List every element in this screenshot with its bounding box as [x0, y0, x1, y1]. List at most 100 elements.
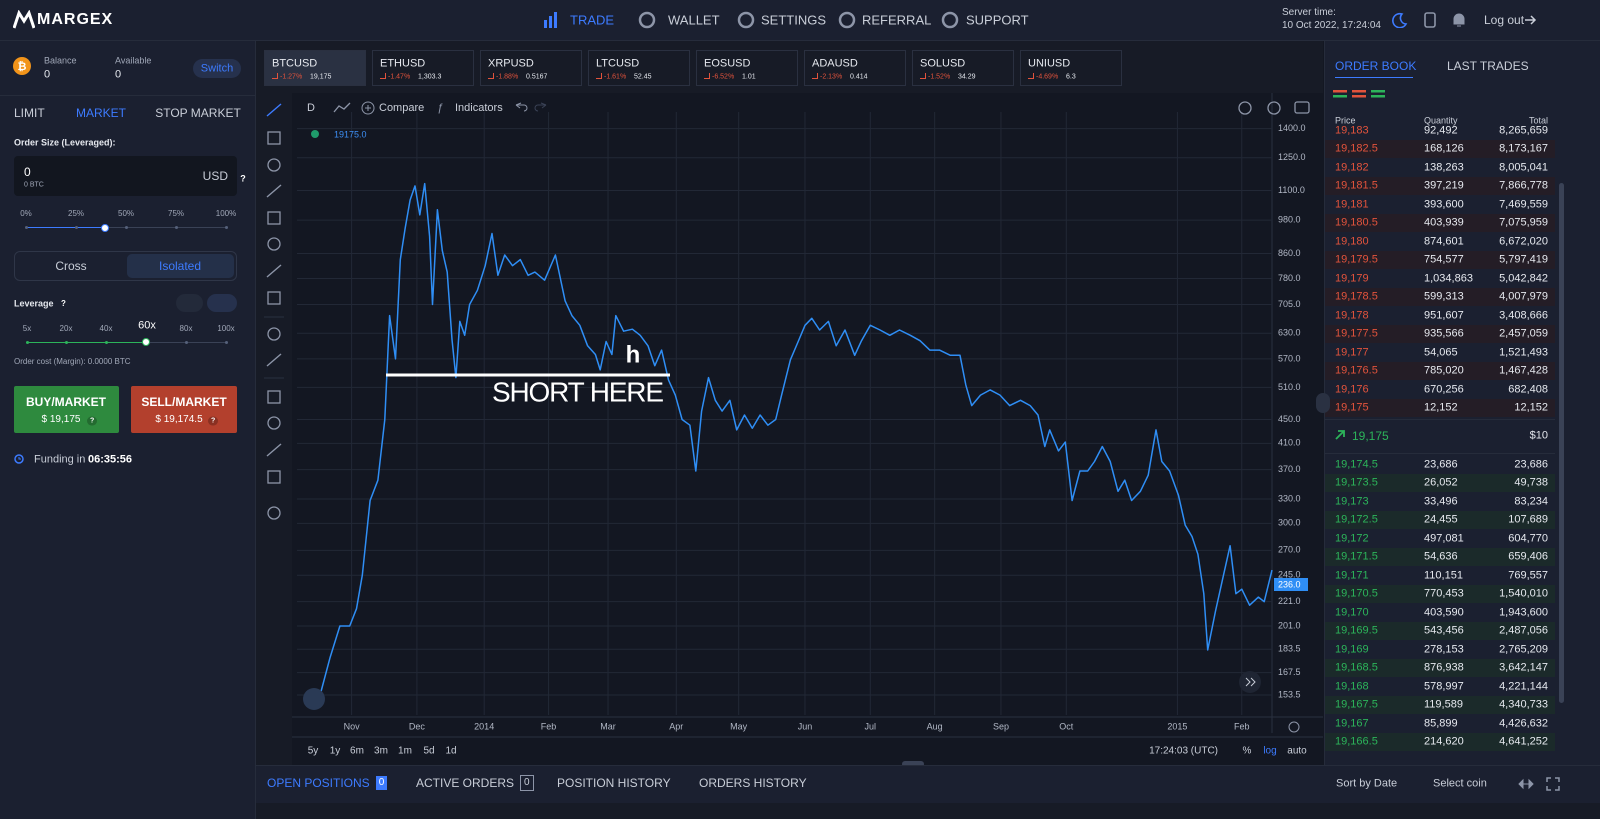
ticker-card[interactable]: UNIUSD -4.69% 6.3 — [1020, 50, 1122, 86]
book-price[interactable]: 19,178.5 — [1335, 290, 1378, 303]
book-total[interactable]: 4,007,979 — [1499, 290, 1548, 303]
book-total[interactable]: 1,521,493 — [1499, 346, 1548, 359]
ticker-symbol[interactable]: SOLUSD — [920, 57, 966, 70]
book-total[interactable]: 5,042,842 — [1499, 272, 1548, 285]
book-quantity[interactable]: 876,938 — [1424, 661, 1464, 674]
ticker-price[interactable]: 1.01 — [742, 73, 756, 81]
book-price[interactable]: 19,167.5 — [1335, 698, 1378, 711]
book-quantity[interactable]: 770,453 — [1424, 587, 1464, 600]
book-price[interactable]: 19,175 — [1335, 401, 1369, 414]
book-total[interactable]: 3,642,147 — [1499, 661, 1548, 674]
percent-tick[interactable]: 25% — [67, 209, 85, 218]
leverage-tick[interactable]: 20x — [59, 324, 73, 333]
book-total[interactable]: 1,467,428 — [1499, 364, 1548, 377]
book-total[interactable]: 8,005,041 — [1499, 161, 1548, 174]
percent-tick[interactable]: 75% — [167, 209, 185, 218]
ticker-symbol[interactable]: BTCUSD — [272, 57, 318, 70]
book-price[interactable]: 19,173 — [1335, 495, 1369, 508]
nav-item[interactable]: SUPPORT — [966, 12, 1029, 28]
book-price[interactable]: 19,170.5 — [1335, 587, 1378, 600]
help-icon[interactable]: ? — [208, 416, 219, 426]
book-total[interactable]: 1,540,010 — [1499, 587, 1548, 600]
order-book-tab[interactable]: LAST TRADES — [1447, 59, 1529, 73]
book-price[interactable]: 19,172.5 — [1335, 513, 1378, 526]
book-total[interactable]: 2,765,209 — [1499, 643, 1548, 656]
ticker-symbol[interactable]: LTCUSD — [596, 57, 640, 70]
book-total[interactable]: 682,408 — [1508, 383, 1548, 396]
ticker-symbol[interactable]: UNIUSD — [1028, 57, 1071, 70]
ticker-symbol[interactable]: ETHUSD — [380, 57, 426, 70]
book-quantity[interactable]: 214,620 — [1424, 735, 1464, 748]
bottom-tab[interactable]: ORDERS HISTORY — [699, 776, 807, 790]
ticker-card[interactable]: XRPUSD -1.88% 0.5167 — [480, 50, 582, 86]
ticker-card[interactable]: EOSUSD -6.52% 1.01 — [696, 50, 798, 86]
edit-leverage[interactable] — [176, 294, 203, 312]
book-price[interactable]: 19,172 — [1335, 532, 1369, 545]
book-total[interactable]: 83,234 — [1514, 495, 1548, 508]
book-total[interactable]: 2,457,059 — [1499, 327, 1548, 340]
leverage-knob[interactable] — [142, 338, 150, 346]
book-quantity[interactable]: 578,997 — [1424, 680, 1464, 693]
book-price[interactable]: 19,180 — [1335, 235, 1369, 248]
order-type-tab[interactable]: MARKET — [75, 106, 127, 120]
book-view-toggle[interactable] — [1352, 90, 1366, 98]
book-total[interactable]: 4,221,144 — [1499, 680, 1548, 693]
book-quantity[interactable]: 497,081 — [1424, 532, 1464, 545]
book-price[interactable]: 19,168.5 — [1335, 661, 1378, 674]
sell-label[interactable]: SELL/MARKET — [141, 395, 227, 409]
book-price[interactable]: 19,166.5 — [1335, 735, 1378, 748]
book-total[interactable]: 5,797,419 — [1499, 253, 1548, 266]
book-price[interactable]: 19,177.5 — [1335, 327, 1378, 340]
book-total[interactable]: 23,686 — [1514, 458, 1548, 471]
book-quantity[interactable]: 393,600 — [1424, 198, 1464, 211]
order-type-tab[interactable]: STOP MARKET — [155, 106, 241, 120]
book-price[interactable]: 19,169.5 — [1335, 624, 1378, 637]
buy-button[interactable]: BUY/MARKET $ 19,175? — [14, 386, 119, 433]
ticker-change[interactable]: -1.47% — [388, 73, 411, 81]
ticker-change[interactable]: -1.52% — [928, 73, 951, 81]
ticker-change[interactable]: -4.69% — [1036, 73, 1059, 81]
ticker-symbol[interactable]: XRPUSD — [488, 57, 534, 70]
book-quantity[interactable]: 670,256 — [1424, 383, 1464, 396]
book-total[interactable]: 1,943,600 — [1499, 606, 1548, 619]
book-quantity[interactable]: 754,577 — [1424, 253, 1464, 266]
margin-mode[interactable]: Cross — [55, 259, 87, 273]
book-price[interactable]: 19,171 — [1335, 569, 1369, 582]
fullscreen-icon[interactable] — [1546, 777, 1560, 791]
book-price[interactable]: 19,182.5 — [1335, 142, 1378, 155]
ticker-price[interactable]: 6.3 — [1066, 73, 1076, 81]
book-quantity[interactable]: 1,034,863 — [1424, 272, 1473, 285]
layout-icon[interactable] — [1518, 778, 1534, 790]
book-total[interactable]: 8,265,659 — [1499, 124, 1548, 137]
book-quantity[interactable]: 33,496 — [1424, 495, 1458, 508]
ticker-change[interactable]: -2.13% — [820, 73, 843, 81]
book-price[interactable]: 19,168 — [1335, 680, 1369, 693]
nav-item[interactable]: TRADE — [570, 12, 615, 28]
book-quantity[interactable]: 599,313 — [1424, 290, 1464, 303]
book-total[interactable]: 4,641,252 — [1499, 735, 1548, 748]
book-price[interactable]: 19,180.5 — [1335, 216, 1378, 229]
leverage-tick[interactable]: 80x — [179, 324, 193, 333]
notifications[interactable] — [1452, 12, 1466, 28]
leverage-tick[interactable]: 100x — [217, 324, 235, 333]
slider-leverage[interactable] — [207, 294, 237, 312]
book-total[interactable]: 3,408,666 — [1499, 309, 1548, 322]
nav-item[interactable]: SETTINGS — [761, 12, 827, 28]
ticker-price[interactable]: 0.5167 — [526, 73, 548, 81]
nav-icon[interactable] — [638, 11, 656, 29]
ticker-symbol[interactable]: ADAUSD — [812, 57, 858, 70]
book-quantity[interactable]: 935,566 — [1424, 327, 1464, 340]
panel-collapse[interactable] — [1316, 393, 1330, 413]
book-quantity[interactable]: 24,455 — [1424, 513, 1458, 526]
book-quantity[interactable]: 85,899 — [1424, 717, 1458, 730]
book-total[interactable]: 4,426,632 — [1499, 717, 1548, 730]
book-price[interactable]: 19,176.5 — [1335, 364, 1378, 377]
book-total[interactable]: 4,340,733 — [1499, 698, 1548, 711]
book-price[interactable]: 19,177 — [1335, 346, 1369, 359]
book-quantity[interactable]: 54,065 — [1424, 346, 1458, 359]
percent-tick[interactable]: 100% — [215, 209, 237, 218]
margin-mode[interactable]: Isolated — [158, 259, 202, 273]
leverage-tick[interactable]: 40x — [99, 324, 113, 333]
book-price[interactable]: 19,179.5 — [1335, 253, 1378, 266]
ticker-card[interactable]: ADAUSD -2.13% 0.414 — [804, 50, 906, 86]
